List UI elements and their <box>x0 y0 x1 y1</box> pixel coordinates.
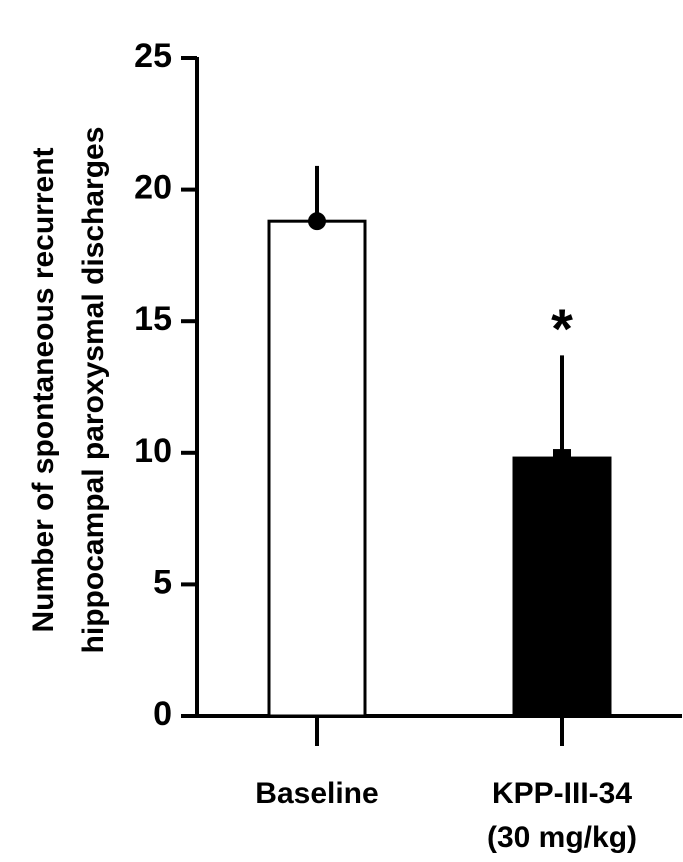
significance-marker: * <box>551 297 573 360</box>
y-tick-label: 10 <box>134 432 172 470</box>
y-tick-label: 20 <box>134 169 172 207</box>
y-axis-label: hippocampal paroxysmal discharges <box>77 127 110 654</box>
y-tick-label: 0 <box>153 695 172 733</box>
y-tick-label: 15 <box>134 300 172 338</box>
y-axis-label: Number of spontaneous recurrent <box>27 147 60 632</box>
x-tick-label: KPP-III-34 (30 mg/kg) <box>486 777 638 854</box>
mean-marker <box>308 212 326 231</box>
bar <box>267 219 367 718</box>
x-tick-label: Baseline <box>255 777 379 810</box>
y-tick-label: 25 <box>134 37 172 75</box>
bar <box>512 456 612 718</box>
mean-marker <box>553 449 571 468</box>
y-tick-label: 5 <box>153 563 172 601</box>
